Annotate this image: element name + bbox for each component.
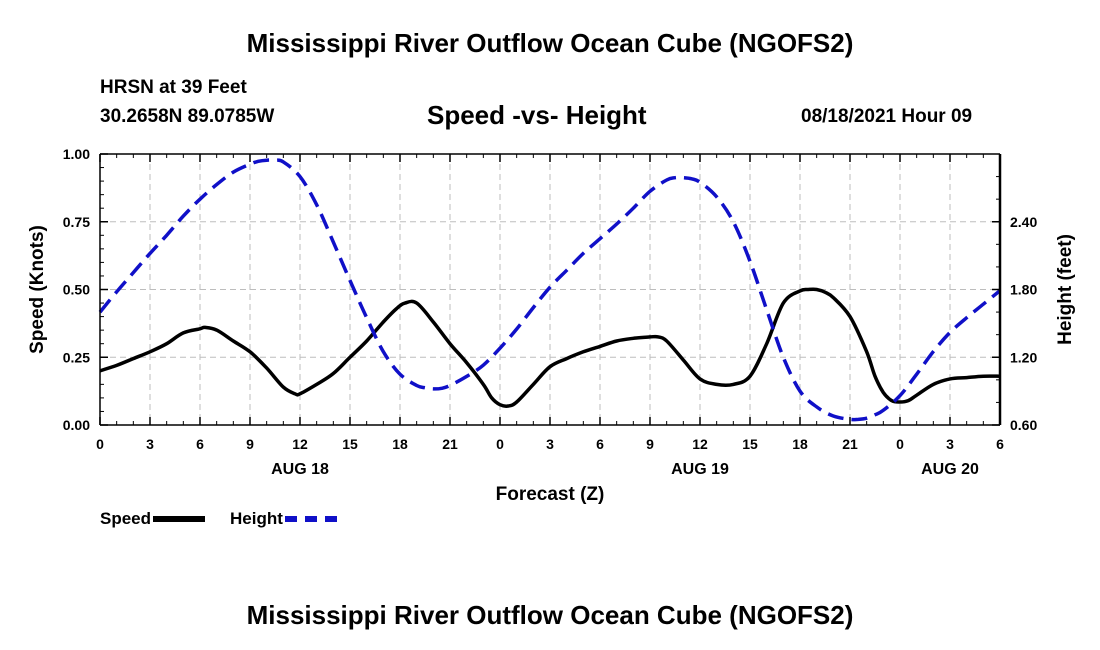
- chart-title: Speed -vs- Height: [427, 100, 647, 130]
- series-layer: [98, 158, 1002, 422]
- x-tick-label: 21: [442, 436, 458, 452]
- forecast-datetime: 08/18/2021 Hour 09: [801, 106, 973, 127]
- x-tick-label: 21: [842, 436, 858, 452]
- y-tick-label-right: 0.60: [1010, 417, 1037, 433]
- x-tick-label: 3: [946, 436, 954, 452]
- tick-layer: [99, 153, 1001, 426]
- y-tick-label-right: 1.20: [1010, 349, 1037, 365]
- x-tick-label: 12: [692, 436, 708, 452]
- x-tick-label: 18: [792, 436, 808, 452]
- date-label: AUG 18: [271, 461, 329, 478]
- y-tick-label-left: 1.00: [63, 146, 90, 162]
- date-label: AUG 20: [921, 461, 979, 478]
- series-speed-line: [99, 287, 1001, 408]
- y-tick-label-left: 0.00: [63, 417, 90, 433]
- y-tick-label-right: 1.80: [1010, 282, 1037, 298]
- legend-speed-label: Speed: [100, 509, 152, 528]
- x-tick-label: 15: [342, 436, 358, 452]
- legend-speed: Speed: [100, 509, 206, 529]
- x-tick-label: 15: [742, 436, 758, 452]
- x-tick-label: 3: [546, 436, 554, 452]
- x-tick-label: 3: [146, 436, 154, 452]
- y-tick-label-left: 0.25: [63, 349, 90, 365]
- legend-speed-swatch: [153, 516, 206, 522]
- y-tick-label-left: 0.50: [63, 282, 90, 298]
- page-title: Mississippi River Outflow Ocean Cube (NG…: [246, 28, 854, 58]
- legend-height-label: Height: [230, 509, 283, 528]
- label-layer: 0 3 6 9 12 15 18 21 0 3 6 9 12 15 18 21 0 3 6 AUG 18 AUG 19 A…: [27, 146, 1076, 505]
- coordinates-label: 30.2658N 89.0785W: [100, 106, 275, 127]
- x-tick-label: 12: [292, 436, 308, 452]
- legend-height: Height: [230, 509, 337, 529]
- station-label: HRSN at 39 Feet: [100, 77, 247, 98]
- x-tick-label: 6: [996, 436, 1004, 452]
- footer-title: Mississippi River Outflow Ocean Cube (NG…: [246, 600, 854, 630]
- x-tick-label: 0: [896, 436, 904, 452]
- legend-height-swatch: [284, 516, 337, 522]
- y-axis-left-title: Speed (Knots): [27, 225, 48, 354]
- x-tick-label: 9: [646, 436, 654, 452]
- y-axis-right-title: Height (feet): [1055, 234, 1076, 345]
- y-tick-label-right: 2.40: [1010, 214, 1037, 230]
- x-tick-label: 0: [496, 436, 504, 452]
- x-tick-label: 6: [596, 436, 604, 452]
- series-height-line: [98, 158, 1002, 422]
- x-tick-label: 0: [96, 436, 104, 452]
- x-tick-label: 18: [392, 436, 408, 452]
- y-tick-label-left: 0.75: [63, 214, 90, 230]
- x-axis-title: Forecast (Z): [496, 484, 605, 505]
- date-label: AUG 19: [671, 461, 729, 478]
- x-tick-label: 9: [246, 436, 254, 452]
- x-tick-label: 6: [196, 436, 204, 452]
